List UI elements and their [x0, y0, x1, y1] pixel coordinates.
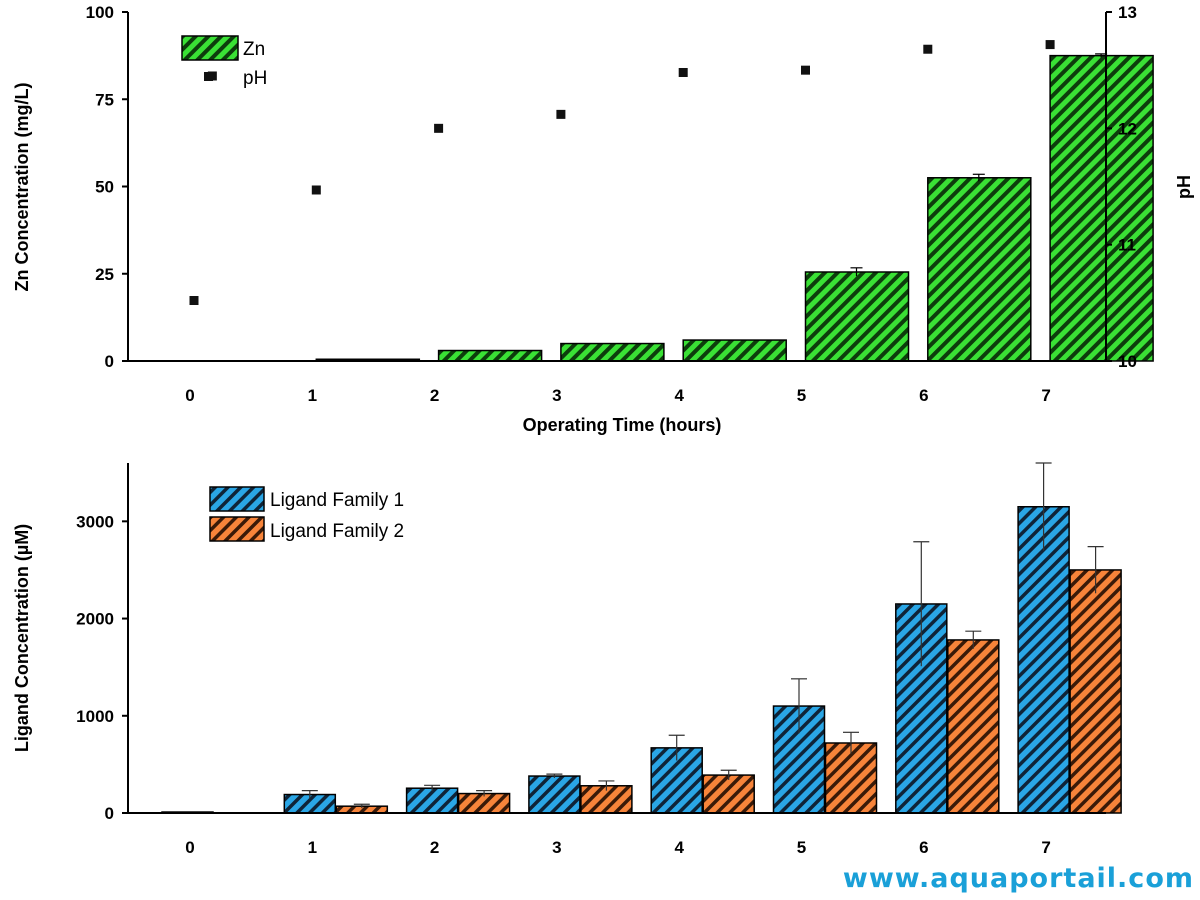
x-tick-label: 7	[1041, 386, 1050, 405]
ligand-y-tick-label: 0	[105, 804, 114, 823]
ligand-1-bar	[405, 787, 459, 814]
zn-bar	[682, 339, 787, 362]
ligand-1-bar	[650, 747, 703, 814]
x-tick-label: 6	[919, 386, 928, 405]
ligand-2-bar	[947, 639, 1000, 814]
x-tick-label: 0	[185, 386, 194, 405]
ph-points	[189, 40, 1055, 306]
zn-y-tick-label: 100	[86, 3, 114, 22]
legend-swatch-ligand-1	[209, 486, 265, 512]
x-tick-label: 3	[552, 838, 561, 857]
x-tick-label: 6	[919, 838, 928, 857]
x-tick-label: 1	[308, 838, 317, 857]
ligand-y-ticks: 0 1000 2000 3000	[76, 512, 128, 823]
ph-y-ticks: 10 11 12 13	[1106, 3, 1137, 371]
ph-y-tick-label: 11	[1118, 236, 1136, 255]
ph-y-tick-label: 10	[1118, 352, 1137, 371]
ph-point	[678, 67, 688, 77]
zn-y-tick-label: 0	[105, 352, 114, 371]
zn-bars	[315, 53, 1154, 362]
zn-bar	[1049, 54, 1154, 362]
legend-label-zn: Zn	[243, 39, 265, 60]
zn-ph-legend: Zn pH	[181, 35, 267, 89]
zn-bar	[437, 349, 543, 362]
zn-bar	[560, 342, 665, 362]
ph-point	[1045, 40, 1055, 50]
legend-swatch-zn	[181, 35, 239, 61]
ligand-chart: 0 1000 2000 3000 0 1 2 3 4 5 6 7 Ligand Concentrat…	[12, 462, 1122, 857]
ph-point	[923, 44, 933, 54]
zn-y-axis-title: Zn Concentration (mg/L)	[12, 83, 32, 292]
legend-marker-ph	[204, 72, 213, 81]
zn-y-tick-label: 50	[95, 178, 114, 197]
ph-y-tick-label: 12	[1118, 119, 1137, 138]
legend-swatch-ligand-2	[209, 516, 265, 542]
zn-bar	[927, 177, 1032, 362]
watermark: www.aquaportail.com	[842, 863, 1194, 894]
x-tick-label: 3	[552, 386, 561, 405]
legend-label-ligand-1: Ligand Family 1	[270, 490, 404, 511]
time-x-ticks: 0 1 2 3 4 5 6 7	[185, 386, 1051, 405]
x-tick-label: 2	[430, 838, 439, 857]
zn-y-tick-label: 25	[95, 265, 114, 284]
ligand-bars	[161, 462, 1122, 814]
zn-y-tick-label: 75	[95, 90, 114, 109]
ligand-y-axis-title: Ligand Concentration (µM)	[12, 524, 32, 752]
ph-y-tick-label: 13	[1118, 3, 1137, 22]
x-tick-label: 1	[308, 386, 317, 405]
ligand-y-tick-label: 3000	[76, 512, 114, 531]
ligand-1-bar	[528, 775, 581, 814]
x-tick-label: 4	[674, 386, 684, 405]
time-x-ticks-2: 0 1 2 3 4 5 6 7	[185, 838, 1051, 857]
ph-y-axis-title: pH	[1174, 175, 1194, 199]
legend-label-ligand-2: Ligand Family 2	[270, 521, 404, 542]
ph-point	[434, 123, 444, 133]
zn-bar	[804, 271, 910, 362]
ligand-2-bar	[702, 774, 755, 814]
x-tick-label: 2	[430, 386, 439, 405]
ph-point	[801, 65, 810, 75]
ligand-2-bar	[1069, 569, 1122, 814]
x-tick-label: 5	[797, 386, 806, 405]
x-tick-label: 5	[797, 838, 806, 857]
x-tick-label: 4	[674, 838, 684, 857]
zn-y-ticks: 0 25 50 75 100	[86, 3, 128, 371]
ligand-legend: Ligand Family 1 Ligand Family 2	[209, 486, 404, 542]
ph-point	[556, 109, 566, 119]
ph-point	[311, 185, 321, 195]
x-tick-label: 0	[185, 838, 194, 857]
legend-label-ph: pH	[243, 68, 267, 89]
ligand-y-tick-label: 2000	[76, 610, 114, 629]
x-tick-label: 7	[1041, 838, 1050, 857]
ligand-1-bar	[1017, 506, 1070, 814]
x-axis-title: Operating Time (hours)	[523, 415, 722, 435]
ph-point	[189, 296, 199, 306]
ligand-y-tick-label: 1000	[76, 707, 114, 726]
